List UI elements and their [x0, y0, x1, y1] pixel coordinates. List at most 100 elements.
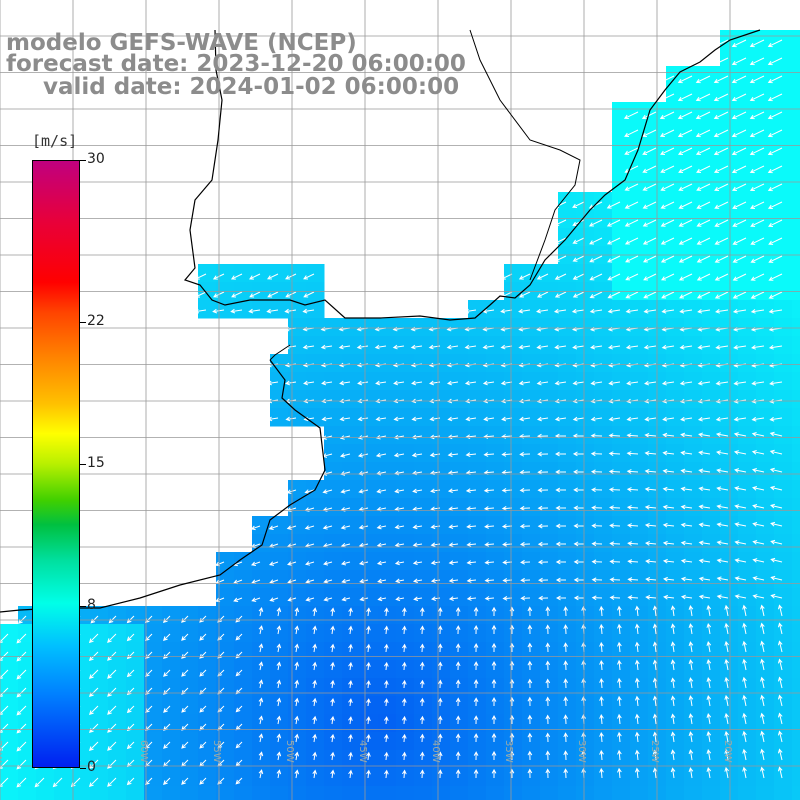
- wind-arrow: [302, 308, 315, 314]
- wind-cell: [738, 678, 757, 697]
- wind-arrow: [688, 605, 694, 617]
- wind-cell: [576, 210, 595, 229]
- wind-cell: [396, 498, 415, 517]
- wind-arrow: [644, 416, 657, 422]
- wind-cell: [792, 138, 800, 157]
- wind-cell: [612, 300, 631, 319]
- wind-cell: [630, 192, 649, 211]
- wind-cell: [684, 318, 703, 337]
- wind-cell: [324, 552, 343, 571]
- wind-arrow: [608, 451, 621, 456]
- wind-arrow: [554, 291, 567, 298]
- wind-arrow: [624, 129, 639, 137]
- wind-cell: [774, 192, 793, 211]
- wind-cell: [504, 462, 523, 481]
- wind-arrow: [294, 697, 300, 707]
- wind-cell: [558, 318, 577, 337]
- wind-cell: [738, 516, 757, 535]
- wind-arrow: [537, 523, 549, 529]
- wind-cell: [540, 318, 559, 337]
- wind-cell: [396, 768, 415, 787]
- wind-cell: [612, 516, 631, 535]
- wind-cell: [522, 696, 541, 715]
- wind-cell: [558, 426, 577, 445]
- wind-cell: [468, 624, 487, 643]
- wind-arrow: [624, 201, 639, 209]
- wind-cell: [234, 570, 253, 589]
- wind-arrow: [339, 416, 351, 422]
- wind-cell: [396, 696, 415, 715]
- wind-cell: [558, 444, 577, 463]
- wind-cell: [288, 750, 307, 769]
- wind-arrow: [330, 661, 335, 671]
- wind-arrow: [284, 308, 297, 314]
- wind-arrow: [749, 129, 765, 138]
- wind-cell: [540, 516, 559, 535]
- wind-arrow: [643, 344, 657, 350]
- wind-arrow: [235, 669, 243, 677]
- wind-cell: [540, 426, 559, 445]
- wind-arrow: [732, 237, 747, 245]
- wind-cell: [702, 606, 721, 625]
- wind-arrow: [698, 594, 711, 600]
- wind-cell: [450, 588, 469, 607]
- wind-cell: [540, 408, 559, 427]
- wind-cell: [486, 552, 505, 571]
- wind-arrow: [777, 712, 783, 725]
- wind-cell: [756, 66, 775, 85]
- wind-cell: [288, 588, 307, 607]
- longitude-label: 60W: [138, 740, 149, 763]
- wind-cell: [576, 426, 595, 445]
- wind-cell: [666, 732, 685, 751]
- wind-arrow: [16, 741, 27, 752]
- wind-cell: [504, 732, 523, 751]
- wind-cell: [720, 444, 739, 463]
- wind-cell: [450, 444, 469, 463]
- wind-cell: [306, 336, 325, 355]
- wind-cell: [738, 210, 757, 229]
- wind-cell: [702, 444, 721, 463]
- wind-arrow: [624, 183, 639, 191]
- wind-cell: [666, 174, 685, 193]
- wind-arrow: [659, 111, 675, 120]
- wind-cell: [342, 498, 361, 517]
- wind-arrow: [341, 596, 351, 602]
- wind-cell: [558, 498, 577, 517]
- wind-cell: [450, 516, 469, 535]
- wind-cell: [342, 732, 361, 751]
- wind-cell: [486, 462, 505, 481]
- wind-cell: [720, 480, 739, 499]
- wind-cell: [378, 624, 397, 643]
- wind-cell: [486, 480, 505, 499]
- wind-cell: [504, 390, 523, 409]
- wind-cell: [504, 318, 523, 337]
- wind-cell: [612, 732, 631, 751]
- wind-arrow: [455, 697, 461, 707]
- wind-arrow: [312, 607, 318, 617]
- wind-arrow: [731, 165, 747, 174]
- wind-cell: [630, 264, 649, 283]
- wind-arrow: [716, 486, 729, 491]
- wind-arrow: [732, 309, 747, 314]
- wind-cell: [594, 210, 613, 229]
- wind-arrow: [276, 661, 282, 671]
- wind-arrow: [465, 416, 477, 422]
- wind-arrow: [662, 504, 675, 510]
- wind-arrow: [235, 705, 243, 713]
- wind-cell: [414, 750, 433, 769]
- wind-arrow: [591, 577, 603, 583]
- wind-arrow: [466, 596, 477, 601]
- wind-cell: [540, 642, 559, 661]
- wind-arrow: [617, 695, 622, 707]
- wind-arrow: [320, 344, 333, 350]
- wind-arrow: [482, 380, 495, 386]
- longitude-label: 55W: [211, 740, 222, 763]
- wind-arrow: [642, 165, 657, 173]
- wind-arrow: [473, 715, 479, 725]
- wind-cell: [756, 426, 775, 445]
- wind-arrow: [713, 111, 729, 120]
- wind-arrow: [642, 237, 657, 245]
- wind-cell: [432, 534, 451, 553]
- wind-arrow: [767, 147, 783, 156]
- wind-arrow: [358, 488, 369, 494]
